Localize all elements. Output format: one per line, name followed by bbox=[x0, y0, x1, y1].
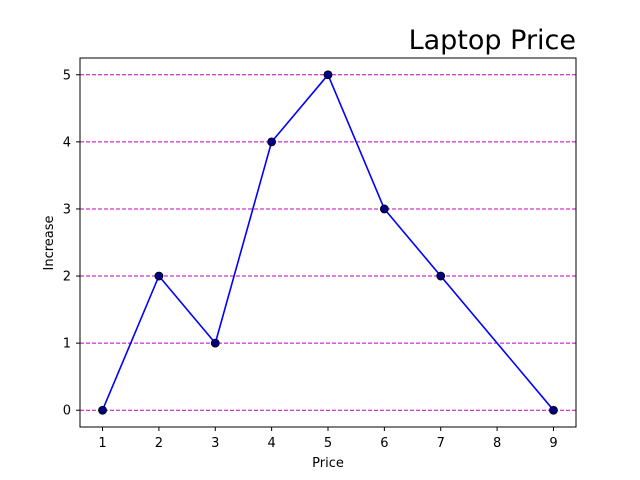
data-point bbox=[267, 137, 277, 147]
plot-area bbox=[79, 57, 577, 428]
y-tick-label: 5 bbox=[63, 68, 71, 83]
series bbox=[98, 70, 558, 415]
y-tick-label: 1 bbox=[63, 337, 71, 352]
data-point bbox=[549, 405, 558, 415]
x-axis-title: Price bbox=[312, 456, 344, 471]
y-tick-label: 2 bbox=[63, 270, 71, 285]
y-tick-label: 3 bbox=[63, 202, 71, 217]
data-point bbox=[379, 204, 389, 214]
x-tick-label: 6 bbox=[380, 436, 388, 451]
data-point bbox=[436, 271, 446, 281]
x-tick-label: 5 bbox=[324, 436, 332, 451]
x-tick-label: 2 bbox=[155, 436, 163, 451]
x-tick-label: 4 bbox=[267, 436, 275, 451]
data-point bbox=[98, 405, 107, 415]
y-axis-title: Increase bbox=[42, 215, 57, 270]
x-tick-label: 3 bbox=[211, 436, 219, 451]
chart-title: Laptop Price bbox=[409, 25, 576, 56]
gridlines bbox=[80, 74, 576, 411]
data-point bbox=[154, 271, 164, 281]
y-tick-label: 4 bbox=[63, 135, 71, 150]
x-tick-label: 9 bbox=[549, 436, 557, 451]
data-point bbox=[210, 338, 220, 348]
y-tick-label: 0 bbox=[63, 404, 71, 419]
x-tick-label: 7 bbox=[437, 436, 445, 451]
data-point bbox=[323, 70, 333, 80]
x-tick-label: 8 bbox=[493, 436, 501, 451]
axis-ticks: 0 1 2 3 4 5 1 2 3 4 5 6 7 8 9 bbox=[63, 68, 558, 451]
x-tick-label: 1 bbox=[98, 436, 106, 451]
series-line bbox=[101, 74, 555, 411]
